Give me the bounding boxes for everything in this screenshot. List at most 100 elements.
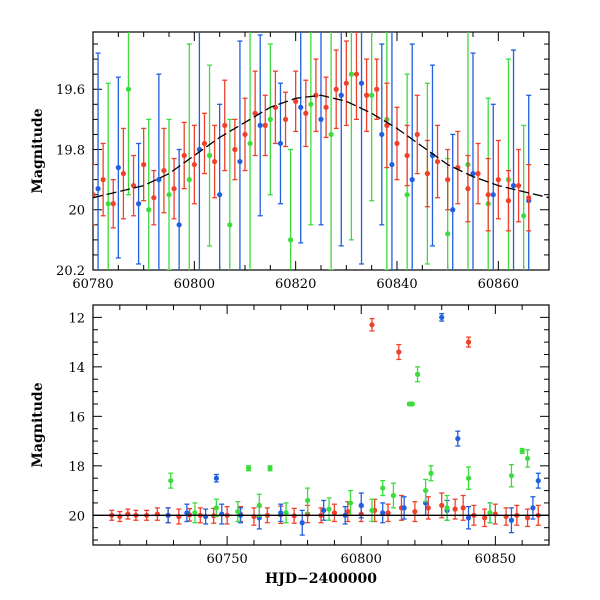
data-point [217,192,223,198]
data-point [267,116,273,122]
data-point [460,505,466,511]
bottom-y-axis-title: Magnitude [30,382,46,467]
data-point [444,505,450,511]
data-point [404,192,410,198]
data-point [105,201,111,207]
data-point [465,515,472,521]
data-point [348,71,354,77]
data-point [364,92,370,98]
data-point [168,478,174,484]
data-point [445,177,451,183]
y-tick-label: 19.8 [56,143,85,158]
x-tick-label: 60840 [376,277,417,292]
data-point [530,505,536,511]
data-point [439,502,445,509]
data-point [213,505,219,511]
data-point [508,473,515,479]
data-point [424,170,430,177]
data-point [93,192,96,198]
y-tick-label: 19.6 [56,83,85,98]
data-point [353,71,360,77]
data-point [390,492,397,499]
data-point [304,497,311,504]
data-point [505,198,512,204]
data-point [328,131,334,138]
data-point [237,158,243,165]
data-point [475,170,481,177]
x-tick-label: 60850 [475,552,516,567]
data-point [186,177,192,183]
data-point [323,104,329,110]
bottom-panel: 60750 60800 60850 12 14 16 18 20 Magnitude HJD−24… [30,304,550,587]
data-point [490,192,496,198]
data-point [308,101,314,107]
data-point [508,517,515,523]
data-point [482,515,488,521]
data-point [227,222,233,228]
bottom-x-axis-title: HJD−2400000 [265,571,377,587]
data-point [298,104,304,110]
data-point [369,92,375,98]
data-point [521,213,527,219]
data-point [278,510,284,516]
data-point [321,507,327,513]
data-point [338,92,344,98]
data-point [161,167,167,174]
data-point [439,314,445,320]
data-point [299,520,305,526]
data-point [313,92,319,98]
data-point [526,195,532,201]
y-tick-label: 16 [68,410,85,425]
data-point [212,158,218,165]
data-point [487,510,493,516]
data-point [455,436,461,442]
data-point [434,158,441,165]
data-point [331,510,338,516]
data-point [519,448,525,454]
data-point [389,161,395,168]
data-point [277,140,284,147]
data-point [288,237,294,243]
data-point [409,401,415,407]
data-point [345,508,351,515]
data-point [120,170,126,177]
data-point [510,183,517,189]
data-point [222,122,228,128]
data-point [232,146,238,153]
y-tick-label: 20 [68,509,85,524]
data-point [414,131,420,138]
y-tick-label: 14 [68,361,85,376]
data-point [141,161,147,168]
x-tick-label: 60800 [341,552,382,567]
data-point [465,475,472,481]
data-point [358,502,364,509]
data-point [428,470,434,476]
data-point [303,110,309,116]
data-point [524,455,531,462]
data-point [257,122,263,128]
data-point [151,195,157,201]
data-point [166,192,172,198]
data-point [201,140,208,147]
data-point [283,510,289,516]
data-point [516,183,522,189]
data-point [343,80,349,86]
data-point [192,510,198,516]
data-point [247,140,253,147]
data-point [125,86,132,92]
data-point [95,186,101,192]
y-tick-label: 18 [68,460,85,475]
data-point [485,192,491,198]
data-point [184,510,190,516]
x-tick-label: 60750 [206,552,247,567]
model-curve [93,94,549,199]
data-point [100,177,106,183]
data-point [252,110,258,116]
top-data-layer [93,32,549,270]
top-y-axis-title: Magnitude [30,108,46,193]
data-point [396,349,402,355]
data-point [136,201,142,207]
data-point [465,339,472,345]
data-point [206,152,213,159]
data-point [384,122,390,128]
